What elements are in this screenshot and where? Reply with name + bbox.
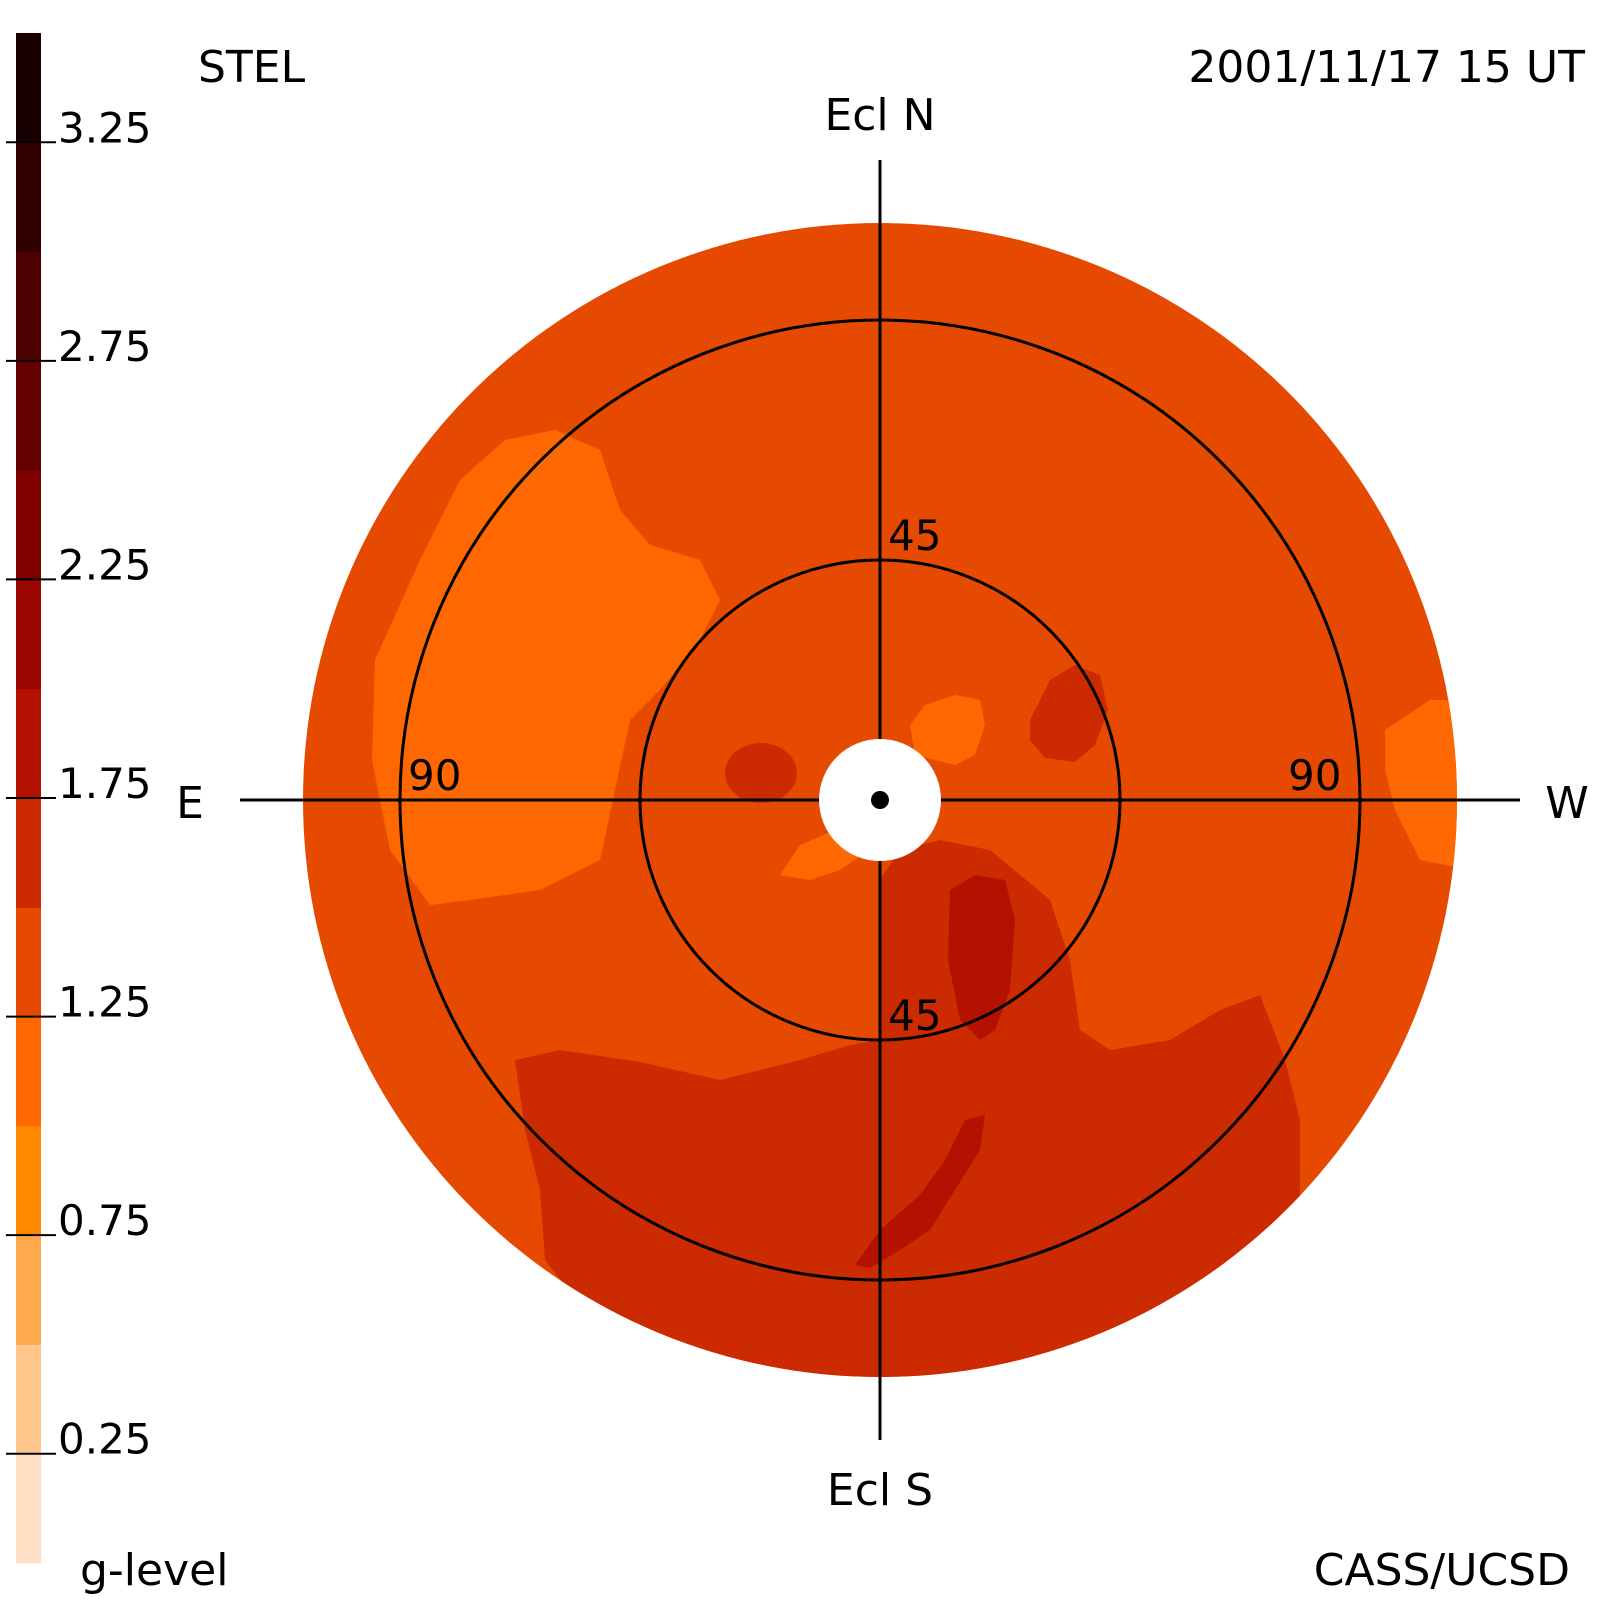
colorbar-level-11: [16, 251, 41, 362]
direction-east: E: [176, 778, 204, 829]
sun-center-dot: [871, 791, 889, 809]
colorbar-level-6: [16, 798, 41, 908]
direction-west: W: [1545, 778, 1589, 829]
colorbar-level-13: [16, 33, 41, 143]
colorbar-tick-label-3: 1.75: [58, 759, 152, 808]
region-south-core: [948, 875, 1015, 1040]
colorbar-tick-label-6: 3.25: [58, 103, 152, 152]
colorbar-variable-label: g-level: [80, 1545, 228, 1596]
colorbar-level-10: [16, 360, 41, 471]
colorbar-level-5: [16, 907, 41, 1018]
colorbar-level-9: [16, 470, 41, 580]
colorbar-level-12: [16, 142, 41, 253]
ring-label-north-45: 45: [888, 511, 941, 560]
timestamp-label: 2001/11/17 15 UT: [1188, 42, 1585, 93]
colorbar-level-4: [16, 1016, 41, 1127]
region-sun-ne-orange: [910, 695, 985, 765]
direction-north: Ecl N: [824, 90, 935, 141]
credit-label: CASS/UCSD: [1314, 1545, 1570, 1596]
colorbar-level-8: [16, 579, 41, 690]
region-south-band: [515, 840, 1300, 1377]
region-west-orange: [1385, 700, 1457, 870]
region-east-spot: [725, 743, 797, 803]
colorbar-tick-label-2: 1.25: [58, 978, 152, 1027]
colorbar-tick-label-5: 2.75: [58, 322, 152, 371]
direction-south: Ecl S: [827, 1465, 933, 1516]
colorbar-level-2: [16, 1235, 41, 1345]
colorbar-level-3: [16, 1125, 41, 1236]
colorbar: [16, 33, 41, 1564]
ring-label-south-45: 45: [888, 991, 941, 1040]
colorbar-level-1: [16, 1344, 41, 1455]
colorbar-ticks: 0.25 0.75 1.25 1.75 2.25 2.75 3.25: [6, 103, 152, 1464]
region-south-streak: [855, 1115, 985, 1268]
colorbar-level-7: [16, 688, 41, 799]
source-label: STEL: [198, 42, 306, 93]
region-east-orange: [372, 430, 720, 905]
region-ne-spot: [1030, 665, 1108, 762]
ring-label-east-90: 90: [408, 751, 461, 800]
contour-regions: [372, 430, 1457, 1377]
colorbar-level-0: [16, 1453, 41, 1564]
colorbar-tick-label-1: 0.75: [58, 1196, 152, 1245]
ring-label-west-90: 90: [1288, 751, 1341, 800]
colorbar-tick-label-4: 2.25: [58, 540, 152, 589]
colorbar-tick-label-0: 0.25: [58, 1415, 152, 1464]
